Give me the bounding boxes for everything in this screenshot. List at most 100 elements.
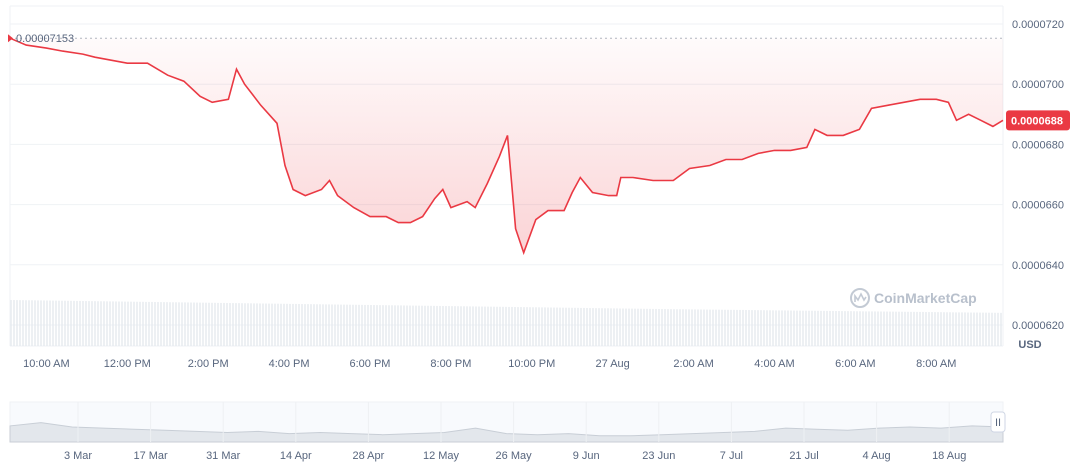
volume-bar <box>91 301 93 346</box>
volume-bar <box>400 305 402 346</box>
volume-bar <box>130 301 132 346</box>
current-price-badge <box>1006 110 1070 131</box>
volume-bar <box>313 304 315 346</box>
volume-bar <box>697 309 699 346</box>
volume-bar <box>694 309 696 346</box>
volume-bar <box>295 303 297 346</box>
volume-bar <box>901 311 903 346</box>
volume-bar <box>322 304 324 346</box>
volume-bar <box>211 302 213 346</box>
volume-bar <box>454 306 456 346</box>
volume-bar <box>865 311 867 346</box>
volume-bar <box>163 302 165 346</box>
volume-bar <box>832 310 834 346</box>
volume-bar <box>739 309 741 346</box>
y-tick-label: 0.0000640 <box>1012 260 1064 272</box>
volume-bar <box>958 312 960 346</box>
volume-bar <box>769 310 771 346</box>
x-tick-label: 6:00 PM <box>350 358 391 370</box>
volume-bar <box>664 309 666 346</box>
volume-bar <box>103 301 105 346</box>
volume-bar <box>910 311 912 346</box>
volume-bar <box>430 305 432 346</box>
volume-bar <box>343 304 345 346</box>
range-navigator[interactable]: 3 Mar 17 Mar 31 Mar 14 Apr 28 Apr 12 May 26 Ma… <box>9 401 1006 462</box>
volume-bar <box>898 311 900 346</box>
volume-bar <box>385 305 387 346</box>
volume-bar <box>478 306 480 346</box>
volume-bar <box>589 308 591 346</box>
volume-bar <box>880 311 882 346</box>
volume-bar <box>742 309 744 346</box>
volume-bar <box>40 300 42 346</box>
volume-bar <box>508 306 510 346</box>
volume-bar <box>310 304 312 346</box>
volume-bar <box>394 305 396 346</box>
volume-bar <box>796 310 798 346</box>
volume-bar <box>532 307 534 346</box>
volume-bar <box>826 310 828 346</box>
volume-bar <box>94 301 96 346</box>
volume-bar <box>781 310 783 346</box>
volume-bar <box>253 303 255 346</box>
volume-bar <box>202 302 204 346</box>
volume-bar <box>670 309 672 346</box>
volume-bar <box>214 302 216 346</box>
volume-bar <box>373 305 375 346</box>
volume-bar <box>46 300 48 346</box>
volume-bar <box>127 301 129 346</box>
volume-bar <box>523 307 525 346</box>
y-tick-label: 0.0000720 <box>1012 19 1064 31</box>
y-tick-label: 0.0000620 <box>1012 320 1064 332</box>
volume-bar <box>850 311 852 346</box>
volume-bar <box>829 310 831 346</box>
navigator-handle[interactable] <box>990 411 1006 433</box>
volume-bar <box>292 303 294 346</box>
navigator-tick-label: 4 Aug <box>863 450 891 462</box>
volume-bar <box>118 301 120 346</box>
x-tick-label: 4:00 AM <box>754 358 794 370</box>
volume-bar <box>382 305 384 346</box>
coinmarketcap-logo-icon <box>850 288 870 308</box>
volume-bar <box>655 308 657 346</box>
volume-bar <box>13 300 15 346</box>
navigator-tick-label: 7 Jul <box>720 450 743 462</box>
volume-bar <box>940 312 942 346</box>
volume-bar <box>682 309 684 346</box>
volume-bar <box>889 311 891 346</box>
volume-bar <box>427 305 429 346</box>
volume-bar <box>679 309 681 346</box>
volume-bar <box>541 307 543 346</box>
price-line <box>9 37 1004 256</box>
volume-bar <box>481 306 483 346</box>
volume-bar <box>73 300 75 346</box>
volume-bar <box>547 307 549 346</box>
volume-bar <box>493 306 495 346</box>
volume-bar <box>724 309 726 346</box>
volume-bar <box>559 307 561 346</box>
volume-bar <box>502 306 504 346</box>
volume-bar <box>226 303 228 346</box>
volume-bar <box>580 307 582 346</box>
volume-bar <box>439 305 441 346</box>
volume-bar <box>370 305 372 346</box>
volume-bar <box>778 310 780 346</box>
volume-bar <box>877 311 879 346</box>
volume-bar <box>775 310 777 346</box>
x-axis: 10:00 AM 12:00 PM 2:00 PM 4:00 PM 6:00 PM 8:0… <box>23 358 956 370</box>
volume-bar <box>145 301 147 346</box>
volume-bar <box>604 308 606 346</box>
volume-bar <box>772 310 774 346</box>
navigator-tick-label: 17 Mar <box>133 450 168 462</box>
volume-bar <box>376 305 378 346</box>
volume-bar <box>811 310 813 346</box>
volume-bar <box>754 310 756 346</box>
volume-bar <box>85 301 87 346</box>
volume-bar <box>556 307 558 346</box>
volume-bar <box>277 303 279 346</box>
volume-bar <box>631 308 633 346</box>
volume-bar <box>721 309 723 346</box>
volume-bar <box>289 303 291 346</box>
volume-bar <box>808 310 810 346</box>
volume-bar <box>622 308 624 346</box>
